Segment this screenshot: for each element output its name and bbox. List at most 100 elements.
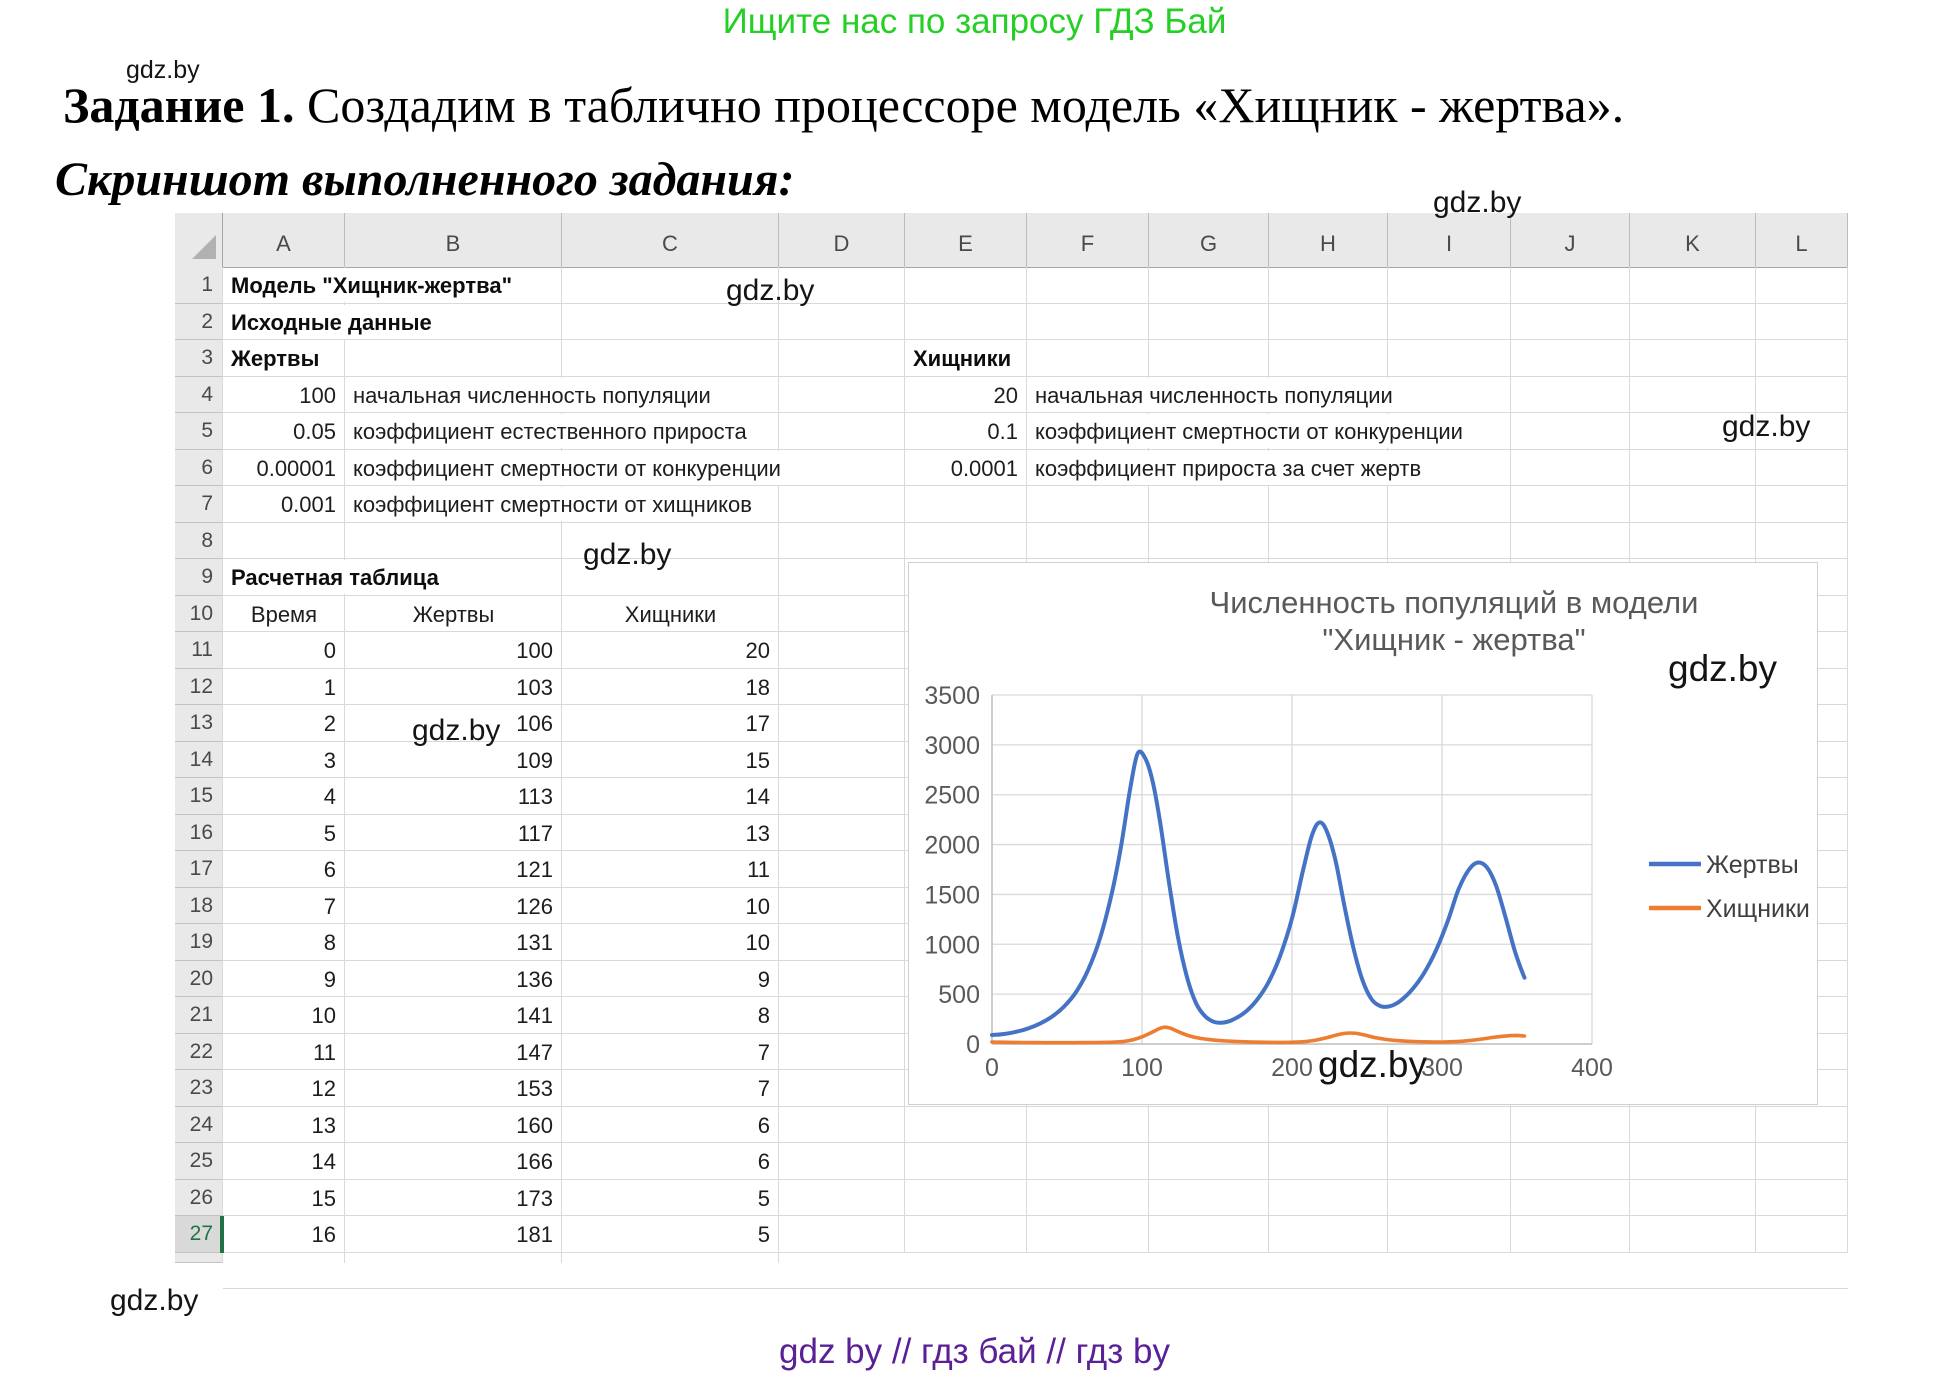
row-header-8[interactable]: 8 [175, 522, 223, 559]
row-header-13[interactable]: 13 [175, 705, 223, 742]
column-header-D[interactable]: D [779, 213, 905, 267]
row-header-9[interactable]: 9 [175, 559, 223, 596]
cell-B15[interactable]: 113 [346, 779, 560, 813]
cell-C27[interactable]: 5 [563, 1217, 777, 1251]
cell-B5[interactable]: коэффициент естественного прироста [346, 414, 751, 448]
cell-C22[interactable]: 7 [563, 1034, 777, 1069]
cell-B24[interactable]: 160 [346, 1107, 560, 1142]
cell-B26[interactable]: 173 [346, 1180, 560, 1215]
cell-A17[interactable]: 6 [224, 852, 343, 886]
cell-A21[interactable]: 10 [224, 998, 343, 1032]
row-header-6[interactable]: 6 [175, 449, 223, 486]
cell-A4[interactable]: 100 [224, 377, 343, 412]
row-header-1[interactable]: 1 [175, 267, 223, 304]
row-header-21[interactable]: 21 [175, 997, 223, 1034]
cell-C12[interactable]: 18 [563, 669, 777, 704]
cell-C21[interactable]: 8 [563, 998, 777, 1032]
cell-A10[interactable]: Время [224, 596, 344, 631]
cell-C14[interactable]: 15 [563, 742, 777, 777]
column-header-I[interactable]: I [1388, 213, 1511, 267]
row-header-12[interactable]: 12 [175, 668, 223, 705]
cell-A20[interactable]: 9 [224, 961, 343, 996]
column-header-E[interactable]: E [905, 213, 1027, 267]
cell-A22[interactable]: 11 [224, 1034, 343, 1069]
cell-B23[interactable]: 153 [346, 1071, 560, 1105]
cell-C13[interactable]: 17 [563, 706, 777, 740]
cell-A24[interactable]: 13 [224, 1107, 343, 1142]
cell-A15[interactable]: 4 [224, 779, 343, 813]
cell-C11[interactable]: 20 [563, 633, 777, 667]
row-header-4[interactable]: 4 [175, 376, 223, 413]
cell-C26[interactable]: 5 [563, 1180, 777, 1215]
cell-A16[interactable]: 5 [224, 815, 343, 850]
row-header-15[interactable]: 15 [175, 778, 223, 815]
row-header-26[interactable]: 26 [175, 1179, 223, 1216]
row-header-23[interactable]: 23 [175, 1070, 223, 1107]
cell-B27[interactable]: 181 [346, 1217, 560, 1251]
cell-A18[interactable]: 7 [224, 888, 343, 923]
row-header-11[interactable]: 11 [175, 632, 223, 669]
cell-B20[interactable]: 136 [346, 961, 560, 996]
cell-B14[interactable]: 109 [346, 742, 560, 777]
cell-C19[interactable]: 10 [563, 925, 777, 959]
cell-A19[interactable]: 8 [224, 925, 343, 959]
column-header-G[interactable]: G [1149, 213, 1269, 267]
cell-A13[interactable]: 2 [224, 706, 343, 740]
cell-C17[interactable]: 11 [563, 852, 777, 886]
row-header-18[interactable]: 18 [175, 887, 223, 924]
row-header-24[interactable]: 24 [175, 1106, 223, 1143]
column-header-H[interactable]: H [1269, 213, 1388, 267]
cell-B10[interactable]: Жертвы [346, 596, 561, 631]
column-header-F[interactable]: F [1027, 213, 1149, 267]
cell-A3[interactable]: Жертвы [224, 341, 324, 375]
cell-C18[interactable]: 10 [563, 888, 777, 923]
row-header-5[interactable]: 5 [175, 413, 223, 450]
cell-C10[interactable]: Хищники [563, 596, 778, 631]
cell-B22[interactable]: 147 [346, 1034, 560, 1069]
cell-A7[interactable]: 0.001 [224, 487, 343, 521]
cell-E4[interactable]: 20 [906, 377, 1025, 412]
cell-B7[interactable]: коэффициент смертности от хищников [346, 487, 756, 521]
row-header-7[interactable]: 7 [175, 486, 223, 523]
column-header-C[interactable]: C [562, 213, 779, 267]
row-header-14[interactable]: 14 [175, 741, 223, 778]
cell-A14[interactable]: 3 [224, 742, 343, 777]
row-header-2[interactable]: 2 [175, 303, 223, 340]
cell-A2[interactable]: Исходные данные [224, 304, 436, 339]
cell-A12[interactable]: 1 [224, 669, 343, 704]
series-line-predators[interactable] [990, 1025, 1527, 1045]
cell-B19[interactable]: 131 [346, 925, 560, 959]
cell-E3[interactable]: Хищники [906, 341, 1016, 375]
cell-A9[interactable]: Расчетная таблица [224, 560, 443, 594]
cell-C16[interactable]: 13 [563, 815, 777, 850]
cell-C23[interactable]: 7 [563, 1071, 777, 1105]
cell-B4[interactable]: начальная численность популяции [346, 377, 715, 412]
row-header-3[interactable]: 3 [175, 340, 223, 377]
cell-B16[interactable]: 117 [346, 815, 560, 850]
row-header-19[interactable]: 19 [175, 924, 223, 961]
column-header-A[interactable]: A [223, 213, 345, 267]
cell-C15[interactable]: 14 [563, 779, 777, 813]
column-header-J[interactable]: J [1511, 213, 1630, 267]
cell-F4[interactable]: начальная численность популяции [1028, 377, 1397, 412]
cell-B25[interactable]: 166 [346, 1144, 560, 1178]
cell-B21[interactable]: 141 [346, 998, 560, 1032]
cell-C20[interactable]: 9 [563, 961, 777, 996]
column-header-L[interactable]: L [1756, 213, 1848, 267]
chart-legend[interactable]: Жертвы Хищники [1649, 851, 1810, 923]
cell-A11[interactable]: 0 [224, 633, 343, 667]
cell-E5[interactable]: 0.1 [906, 414, 1025, 448]
cell-E6[interactable]: 0.0001 [906, 450, 1025, 485]
select-all-button[interactable] [175, 213, 223, 267]
row-header-10[interactable]: 10 [175, 595, 223, 632]
cell-A26[interactable]: 15 [224, 1180, 343, 1215]
column-header-K[interactable]: K [1630, 213, 1756, 267]
cell-C25[interactable]: 6 [563, 1144, 777, 1178]
cell-A6[interactable]: 0.00001 [224, 450, 343, 485]
cell-B13[interactable]: 106 [346, 706, 560, 740]
cell-F6[interactable]: коэффициент прироста за счет жертв [1028, 450, 1426, 485]
cell-A27[interactable]: 16 [224, 1217, 343, 1251]
series-line-prey[interactable] [990, 749, 1527, 1037]
row-header-22[interactable]: 22 [175, 1033, 223, 1070]
cell-B18[interactable]: 126 [346, 888, 560, 923]
